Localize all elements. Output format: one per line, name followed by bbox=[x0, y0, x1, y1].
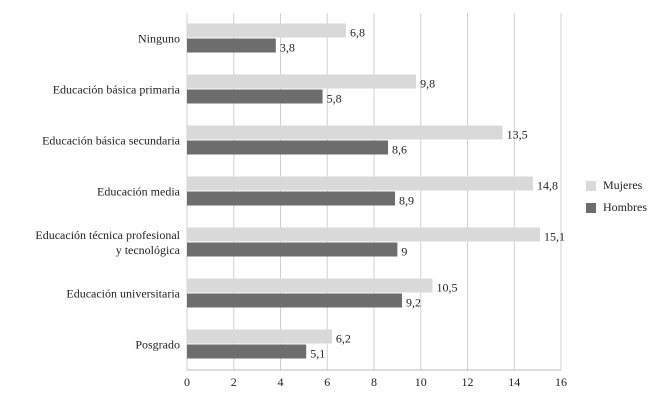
value-label: 14,8 bbox=[537, 178, 558, 192]
x-tick-label: 8 bbox=[371, 375, 377, 389]
x-tick-label: 2 bbox=[231, 375, 237, 389]
value-label: 9 bbox=[401, 244, 407, 258]
value-label: 5,1 bbox=[310, 346, 325, 360]
value-label: 10,5 bbox=[436, 280, 457, 294]
bar bbox=[187, 140, 389, 155]
category-label: Educación universitaria bbox=[66, 286, 180, 300]
x-tick-label: 14 bbox=[508, 375, 520, 389]
category-label: Educación básica primaria bbox=[52, 82, 180, 96]
x-tick-label: 0 bbox=[184, 375, 190, 389]
category-label: Educación técnica profesional y tecnológ… bbox=[35, 227, 180, 257]
legend-swatch bbox=[586, 181, 596, 191]
category-label: Ninguno bbox=[138, 31, 180, 45]
x-tick-label: 12 bbox=[462, 375, 474, 389]
x-tick-label: 10 bbox=[415, 375, 427, 389]
bar bbox=[187, 293, 403, 308]
category-label: Educación básica secundaria bbox=[42, 133, 180, 147]
category-label: Posgrado bbox=[135, 337, 180, 351]
value-label: 6,8 bbox=[350, 25, 365, 39]
category-label: Educación media bbox=[97, 184, 180, 198]
value-label: 13,5 bbox=[507, 127, 528, 141]
value-label: 9,8 bbox=[420, 76, 435, 90]
value-label: 8,6 bbox=[392, 142, 407, 156]
bar bbox=[187, 191, 396, 206]
bar bbox=[187, 329, 332, 344]
bar bbox=[187, 227, 540, 242]
value-label: 15,1 bbox=[544, 229, 565, 243]
legend-swatch bbox=[586, 203, 596, 213]
bar bbox=[187, 89, 323, 104]
x-tick-label: 4 bbox=[278, 375, 284, 389]
bar bbox=[187, 278, 433, 293]
x-tick-label: 16 bbox=[555, 375, 567, 389]
value-label: 5,8 bbox=[327, 91, 342, 105]
legend-label: Hombres bbox=[603, 200, 647, 214]
bar bbox=[187, 74, 417, 89]
bar bbox=[187, 38, 276, 53]
legend-label: Mujeres bbox=[603, 178, 643, 192]
value-label: 6,2 bbox=[336, 331, 351, 345]
x-tick-label: 6 bbox=[324, 375, 330, 389]
value-label: 3,8 bbox=[280, 40, 295, 54]
bar bbox=[187, 344, 307, 359]
value-label: 8,9 bbox=[399, 193, 414, 207]
bar bbox=[187, 125, 503, 140]
bar bbox=[187, 176, 533, 191]
bar bbox=[187, 242, 398, 257]
value-label: 9,2 bbox=[406, 295, 421, 309]
bar bbox=[187, 23, 346, 38]
